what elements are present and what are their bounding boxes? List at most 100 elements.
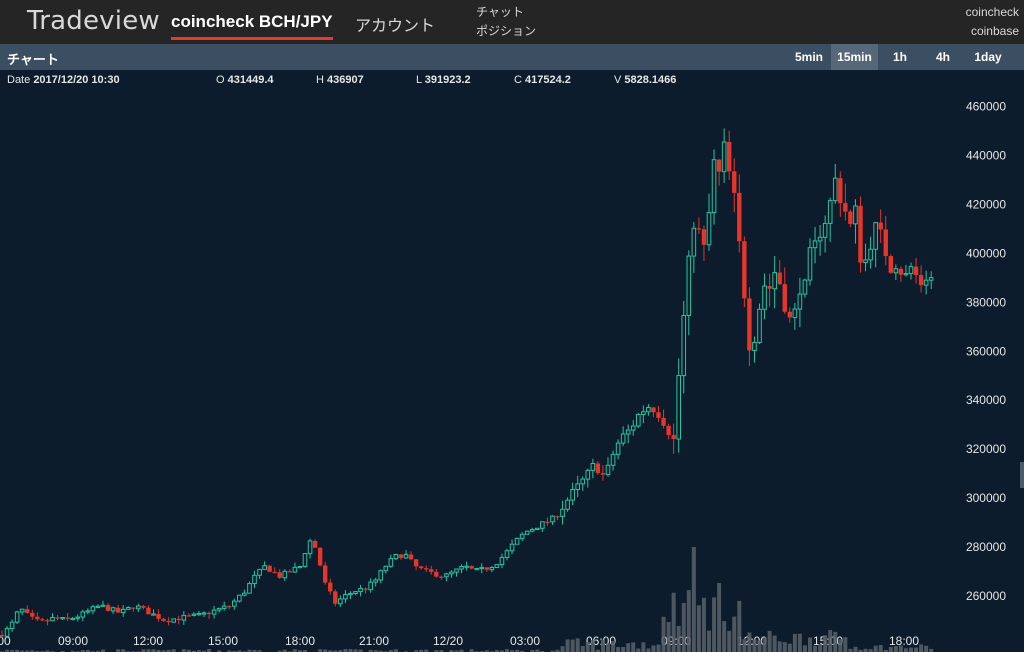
- candle-body: [459, 565, 464, 570]
- volume-bar: [883, 649, 888, 652]
- price-scroll-handle[interactable]: [1020, 462, 1024, 488]
- candle-body: [565, 499, 570, 510]
- candle-body: [590, 462, 596, 471]
- candle-body: [257, 568, 262, 576]
- candle-body: [706, 212, 712, 246]
- volume-bar: [257, 650, 262, 652]
- volume-bar: [888, 646, 893, 652]
- volume-bar: [606, 643, 610, 652]
- timeframe-15min[interactable]: 15min: [831, 44, 878, 70]
- volume-bar: [207, 649, 212, 652]
- volume-bar: [843, 637, 848, 652]
- volume-bar: [595, 649, 600, 652]
- menu-chat[interactable]: チャット: [476, 5, 524, 19]
- candle-body: [262, 565, 267, 570]
- volume-bar: [434, 650, 439, 652]
- volume-bar: [20, 650, 25, 652]
- candle-body: [686, 255, 692, 317]
- volume-bar: [823, 635, 828, 652]
- price-chart[interactable]: 460000 440000 420000 400000 380000 360000 3400…: [0, 90, 1024, 652]
- volume-bar: [696, 605, 701, 652]
- volume-bar: [590, 640, 595, 652]
- timeframe-4h[interactable]: 4h: [935, 50, 950, 64]
- volume-bar: [797, 633, 802, 652]
- volume-bar: [626, 643, 631, 652]
- candle-body: [868, 248, 873, 261]
- volume-bar: [535, 649, 540, 652]
- volume-bar: [813, 645, 818, 652]
- candle-body: [368, 581, 373, 591]
- timeframe-1day[interactable]: 1day: [974, 50, 1002, 64]
- pair-tab[interactable]: coincheck BCH/JPY: [171, 12, 333, 40]
- y-tick-label: 340000: [966, 393, 1006, 407]
- candle-body: [524, 530, 530, 535]
- volume-bar: [600, 639, 605, 652]
- candle-body: [206, 612, 212, 615]
- volume-bar: [656, 644, 661, 652]
- volume-bar: [580, 646, 585, 652]
- candle-body: [398, 554, 404, 558]
- candle-body: [651, 407, 656, 413]
- brand-logo[interactable]: Tradeview: [27, 6, 160, 36]
- volume-bar: [95, 650, 100, 652]
- candle-body: [323, 565, 328, 583]
- candle-body: [853, 205, 858, 225]
- volume-bar: [868, 649, 873, 652]
- exchange-coincheck[interactable]: coincheck: [965, 5, 1019, 19]
- volume-bar: [171, 649, 176, 652]
- timeframe-1h[interactable]: 1h: [892, 50, 907, 64]
- y-tick-label: 260000: [966, 589, 1006, 603]
- candle-body: [711, 159, 717, 214]
- candle-body: [560, 508, 565, 517]
- candle-body: [378, 570, 384, 581]
- candle-body: [4, 628, 10, 637]
- volume-bar: [424, 649, 429, 652]
- candle-body: [630, 425, 636, 431]
- volume-bar: [570, 639, 575, 652]
- candle-body: [60, 617, 65, 620]
- candle-body: [227, 606, 232, 608]
- volume-bar: [116, 649, 121, 652]
- volume-bar: [348, 649, 353, 652]
- volume-bar: [777, 641, 782, 652]
- candle-body: [439, 576, 444, 578]
- ohlc-close: C 417524.2: [514, 74, 571, 86]
- candle-body: [701, 229, 707, 245]
- volume-bar: [676, 625, 681, 652]
- candle-body: [580, 478, 586, 485]
- volume-bar: [353, 649, 358, 652]
- top-bar: Tradeview coincheck BCH/JPY アカウント チャット ポ…: [0, 0, 1024, 44]
- ohlc-volume: V 5828.1466: [614, 74, 677, 86]
- candle-body: [136, 605, 141, 610]
- volume-bar: [636, 648, 641, 652]
- candle-body: [489, 567, 495, 571]
- candle-body: [156, 613, 161, 619]
- candle-body: [585, 469, 591, 480]
- y-tick-label: 280000: [966, 540, 1006, 554]
- volume-bar: [802, 645, 807, 652]
- candle-body: [918, 275, 924, 286]
- candle-body: [676, 375, 682, 440]
- candle-body: [55, 617, 60, 619]
- volume-bar: [833, 631, 838, 652]
- account-tab[interactable]: アカウント: [355, 18, 436, 35]
- candle-body: [792, 308, 798, 318]
- candle-body: [454, 568, 459, 573]
- candle-body: [817, 236, 823, 242]
- x-tick-label: 15:00: [208, 634, 238, 648]
- volume-bar: [691, 547, 696, 652]
- volume-bar: [863, 648, 868, 652]
- volume-bar: [318, 649, 323, 652]
- volume-bar: [898, 645, 903, 652]
- timeframe-5min[interactable]: 5min: [794, 50, 823, 64]
- candle-body: [418, 566, 424, 569]
- exchange-coinbase[interactable]: coinbase: [970, 24, 1019, 38]
- volume-bar: [752, 639, 757, 652]
- volume-bar: [449, 650, 454, 652]
- candle-body: [383, 565, 389, 572]
- menu-position[interactable]: ポジション: [476, 24, 537, 38]
- candle-body: [923, 279, 929, 286]
- candle-body: [115, 607, 121, 613]
- candle-body: [272, 571, 277, 574]
- volume-bar: [414, 650, 419, 652]
